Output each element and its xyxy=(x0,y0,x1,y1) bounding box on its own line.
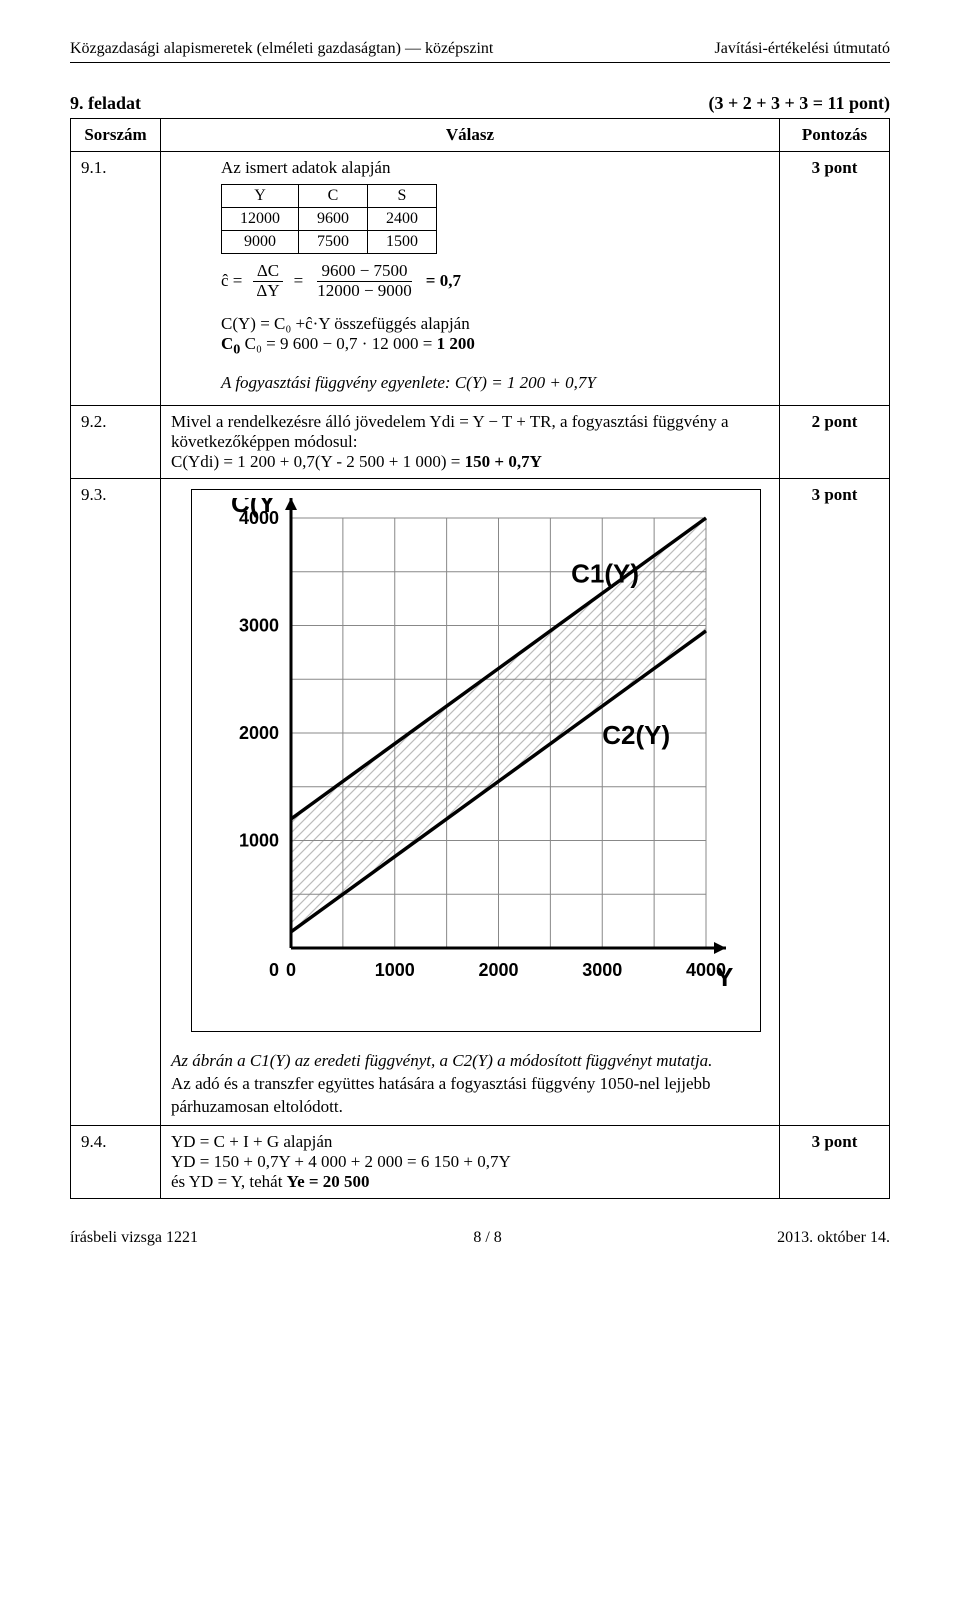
th-sorszam: Sorszám xyxy=(71,119,161,152)
inner-22: 1500 xyxy=(368,231,437,254)
row-92-id: 9.2. xyxy=(71,405,161,478)
row-93-answer: 0100020003000400010002000300040000C(YYC1… xyxy=(161,478,780,1125)
inner-10: 12000 xyxy=(222,208,299,231)
row-94-l3b: Ye = 20 500 xyxy=(287,1172,370,1191)
row-93-points: 3 pont xyxy=(780,478,890,1125)
th-pontozas: Pontozás xyxy=(780,119,890,152)
row-94-answer: YD = C + I + G alapján YD = 150 + 0,7Y +… xyxy=(161,1125,780,1198)
th-valasz: Válasz xyxy=(161,119,780,152)
inner-11: 9600 xyxy=(299,208,368,231)
frac1-num: ΔC xyxy=(253,262,283,282)
inner-20: 9000 xyxy=(222,231,299,254)
header-left: Közgazdasági alapismeretek (elméleti gaz… xyxy=(70,40,493,58)
row-91-inner-table: Y C S 12000 9600 2400 9000 7500 1500 xyxy=(221,184,437,254)
inner-02: S xyxy=(368,185,437,208)
header-right: Javítási-értékelési útmutató xyxy=(715,40,891,58)
row-92-answer: Mivel a rendelkezésre álló jövedelem Ydi… xyxy=(161,405,780,478)
row-94-id: 9.4. xyxy=(71,1125,161,1198)
footer-right: 2013. október 14. xyxy=(777,1229,890,1247)
row-94-l3: és YD = Y, tehát Ye = 20 500 xyxy=(171,1172,769,1192)
footer-left: írásbeli vizsga 1221 xyxy=(70,1229,198,1247)
chart-box: 0100020003000400010002000300040000C(YYC1… xyxy=(191,489,761,1032)
row-92-text2: C(Ydi) = 1 200 + 0,7(Y - 2 500 + 1 000) … xyxy=(171,452,769,472)
svg-text:2000: 2000 xyxy=(239,723,279,743)
inner-00: Y xyxy=(222,185,299,208)
row-94-l2: YD = 150 + 0,7Y + 4 000 + 2 000 = 6 150 … xyxy=(171,1152,769,1172)
row-93-desc-italic: Az ábrán a C1(Y) az eredeti függvényt, a… xyxy=(171,1050,769,1073)
row-92-text1: Mivel a rendelkezésre álló jövedelem Ydi… xyxy=(171,412,769,452)
eq2-result: = 0,7 xyxy=(426,271,461,291)
c0-result: 1 200 xyxy=(437,334,475,353)
svg-text:Y: Y xyxy=(716,962,733,992)
eq1: = xyxy=(294,271,304,291)
frac2-num: 9600 − 7500 xyxy=(317,262,411,282)
row-92-text2b: 150 + 0,7Y xyxy=(465,452,542,471)
row-94-l1: YD = C + I + G alapján xyxy=(171,1132,769,1152)
row-93-id: 9.3. xyxy=(71,478,161,1125)
row-94-l3a: és YD = Y, tehát xyxy=(171,1172,287,1191)
row-91-points: 3 pont xyxy=(780,152,890,406)
row-91-chat-formula: ĉ = ΔC ΔY = 9600 − 7500 12000 − 9000 = 0… xyxy=(221,262,769,300)
svg-text:0: 0 xyxy=(269,960,279,980)
header-rule xyxy=(70,62,890,63)
task-points-expr: (3 + 2 + 3 + 3 = 11 pont) xyxy=(708,93,890,114)
row-92-text2a: C(Ydi) = 1 200 + 0,7(Y - 2 500 + 1 000) … xyxy=(171,452,465,471)
svg-text:C1(Y): C1(Y) xyxy=(571,558,639,588)
svg-text:3000: 3000 xyxy=(239,615,279,635)
chat-eq-lhs: ĉ = xyxy=(221,271,242,291)
footer-center: 8 / 8 xyxy=(473,1229,501,1247)
row-94-points: 3 pont xyxy=(780,1125,890,1198)
row-91-id: 9.1. xyxy=(71,152,161,406)
row-91-intro: Az ismert adatok alapján xyxy=(221,158,769,178)
svg-text:2000: 2000 xyxy=(478,960,518,980)
consumption-chart: 0100020003000400010002000300040000C(YYC1… xyxy=(196,498,756,1018)
frac1-den: ΔY xyxy=(252,282,283,301)
inner-21: 7500 xyxy=(299,231,368,254)
row-91-answer: Az ismert adatok alapján Y C S 12000 960… xyxy=(161,152,780,406)
c0-lhs: C0 xyxy=(221,334,240,353)
row-91-c0-line: C0 C₀ = 9 600 − 0,7 · 12 000 = 1 200 xyxy=(221,334,769,358)
row-93-desc-plain: Az adó és a transzfer együttes hatására … xyxy=(171,1073,769,1119)
frac2-den: 12000 − 9000 xyxy=(313,282,416,301)
inner-01: C xyxy=(299,185,368,208)
svg-text:C(Y: C(Y xyxy=(231,498,276,518)
solutions-table: Sorszám Válasz Pontozás 9.1. Az ismert a… xyxy=(70,118,890,1199)
c0-expr: C₀ = 9 600 − 0,7 · 12 000 = xyxy=(245,334,437,353)
svg-text:0: 0 xyxy=(286,960,296,980)
svg-text:1000: 1000 xyxy=(375,960,415,980)
row-92-points: 2 pont xyxy=(780,405,890,478)
svg-text:C2(Y): C2(Y) xyxy=(602,720,670,750)
svg-text:1000: 1000 xyxy=(239,830,279,850)
task-label: 9. feladat xyxy=(70,93,141,114)
svg-text:3000: 3000 xyxy=(582,960,622,980)
inner-12: 2400 xyxy=(368,208,437,231)
row-91-fn-italic: A fogyasztási függvény egyenlete: C(Y) =… xyxy=(221,373,769,393)
row-91-cy-line: C(Y) = C₀ +ĉ·Y összefüggés alapján xyxy=(221,314,769,334)
